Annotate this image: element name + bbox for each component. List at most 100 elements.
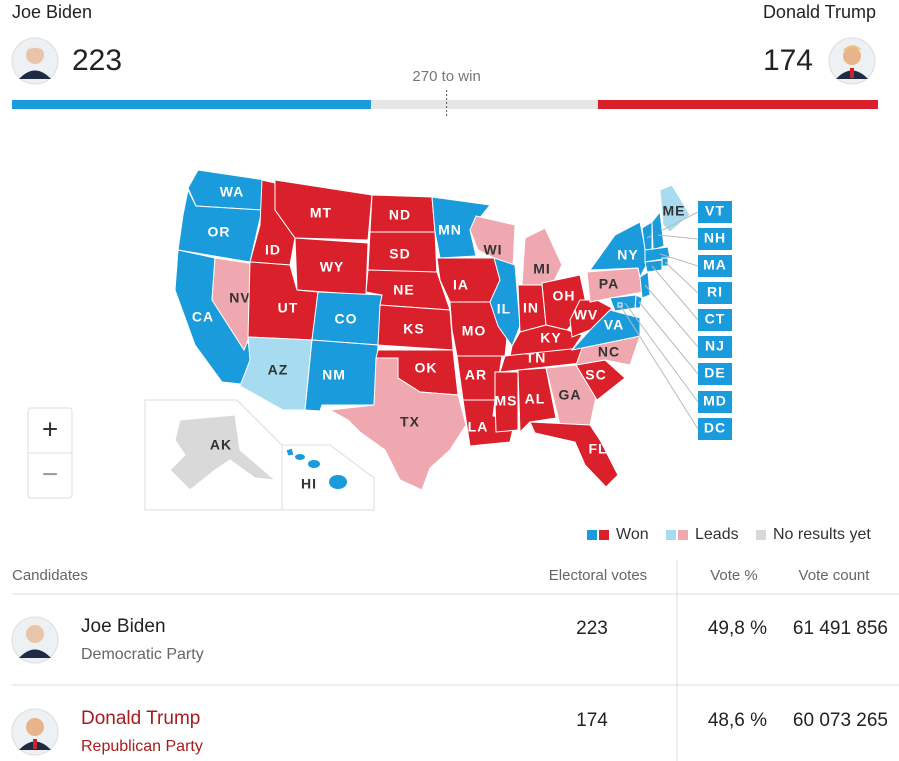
state-label: NE — [393, 282, 414, 298]
state-label: HI — [301, 476, 317, 492]
state — [328, 357, 467, 491]
state-label: AR — [465, 367, 487, 383]
state-label: MO — [462, 323, 487, 339]
state-label: TX — [400, 414, 420, 430]
state-label: VT — [705, 203, 725, 219]
state-label: UT — [278, 300, 299, 316]
bar — [12, 100, 371, 109]
electoral-votes: 223 — [576, 618, 608, 639]
state-label: GA — [559, 387, 582, 403]
legend-swatch — [678, 530, 688, 540]
avatar — [828, 37, 876, 85]
state — [609, 294, 637, 312]
callout-box — [698, 418, 732, 440]
vote-percent: 48,6 % — [708, 710, 767, 731]
state — [431, 196, 491, 259]
bar — [597, 100, 878, 109]
state-label: MT — [310, 205, 332, 221]
callout-box — [698, 309, 732, 331]
state-label: NV — [229, 290, 250, 306]
legend-swatch — [587, 530, 597, 540]
state-label: MI — [533, 261, 551, 277]
island — [329, 475, 347, 489]
legend-swatch — [666, 530, 676, 540]
table-header: Candidates — [12, 567, 88, 584]
table-header: Vote % — [710, 567, 758, 584]
state-label: OR — [208, 224, 231, 240]
state-label: SD — [389, 246, 410, 262]
callout-box — [698, 228, 732, 250]
state-label: NJ — [705, 338, 725, 354]
state-label: OK — [415, 360, 438, 376]
state — [651, 210, 665, 251]
party-name: Republican Party — [81, 738, 203, 755]
zoom-controls: + − — [27, 407, 73, 499]
state-label: VA — [604, 317, 624, 333]
inset-frame — [281, 444, 375, 511]
callout-box — [698, 282, 732, 304]
state-label: KS — [403, 321, 424, 337]
state — [274, 179, 373, 241]
state-label: CO — [335, 311, 358, 327]
callout-box — [698, 255, 732, 277]
state-label: RI — [707, 284, 723, 300]
callout-box — [698, 363, 732, 385]
state — [521, 227, 563, 286]
state — [644, 259, 663, 273]
callout-line — [659, 253, 699, 267]
legend-swatch — [756, 530, 766, 540]
table-header: Electoral votes — [549, 567, 647, 584]
avatar — [11, 708, 59, 756]
state — [285, 447, 295, 457]
zoom-out[interactable]: − — [42, 458, 58, 489]
electoral-count: 174 — [763, 44, 813, 77]
state-label: CA — [192, 309, 214, 325]
electoral-count: 223 — [72, 44, 122, 77]
electoral-votes: 174 — [576, 710, 608, 731]
legend-label: Won — [616, 526, 649, 543]
state — [169, 414, 277, 491]
callout-box — [698, 201, 732, 223]
state-label: WY — [320, 259, 345, 275]
bar-track — [12, 100, 878, 109]
island — [295, 454, 305, 460]
state-label: NY — [617, 247, 638, 263]
state-label: WV — [574, 307, 599, 323]
party-name: Democratic Party — [81, 646, 204, 663]
state-label: NC — [598, 344, 620, 360]
state — [494, 371, 519, 433]
callout-line — [619, 304, 699, 430]
state-label: MA — [703, 257, 727, 273]
zoom-in[interactable]: + — [42, 413, 58, 444]
state — [489, 257, 521, 348]
map: WA OR CA NV ID MT WY UT AZ CO NM ND SD NE KS OK TX MN IA MO… — [144, 169, 732, 511]
island — [308, 460, 320, 468]
table-header: Vote count — [799, 567, 871, 584]
state-label: ME — [663, 203, 686, 219]
state-label: WI — [483, 242, 502, 258]
threshold-label: 270 to win — [412, 68, 480, 85]
legend-label: Leads — [695, 526, 739, 543]
state-label: NH — [704, 230, 726, 246]
state — [529, 421, 619, 488]
avatar — [11, 616, 59, 664]
state-label: DC — [704, 420, 726, 436]
vote-count: 60 073 265 — [793, 710, 888, 731]
state-label: FL — [588, 441, 607, 457]
state — [545, 364, 597, 426]
callout-box — [698, 391, 732, 413]
callout-line — [638, 301, 699, 375]
state-label: DE — [704, 365, 725, 381]
state-label: KY — [540, 330, 561, 346]
state-label: SC — [585, 367, 606, 383]
state-label: MS — [495, 393, 518, 409]
state-label: MD — [703, 393, 727, 409]
callout-line — [657, 234, 699, 240]
state-label: IN — [523, 300, 539, 316]
callout-box — [698, 336, 732, 358]
legend-label: No results yet — [773, 526, 871, 543]
state-label: AK — [210, 437, 232, 453]
state-label: OH — [553, 288, 576, 304]
candidate-name: Donald Trump — [763, 2, 876, 22]
